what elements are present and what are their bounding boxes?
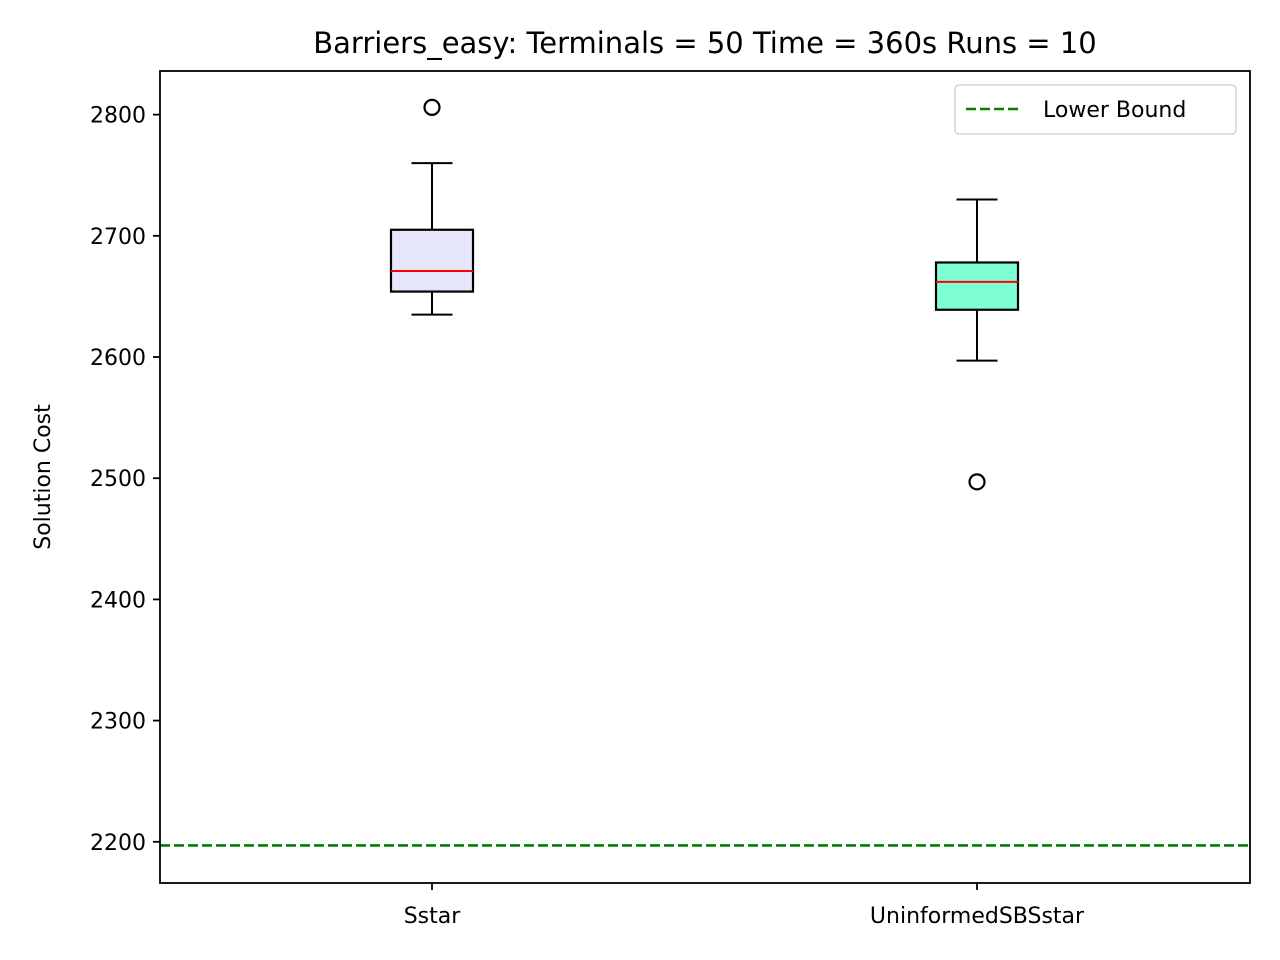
plot-frame [159,70,1251,884]
x-tick-label-1: Sstar [404,904,462,929]
y-axis-label: Solution Cost [31,404,56,550]
y-tick-label-2300: 2300 [90,710,146,735]
legend: Lower Bound [954,84,1237,135]
chart-title: Barriers_easy: Terminals = 50 Time = 360… [313,26,1096,60]
box-1-iqr-box [389,228,475,293]
x-tick-label-2: UninformedSBSstar [870,904,1085,929]
legend-lower-bound-label: Lower Bound [1043,98,1186,123]
y-tick-label-2200: 2200 [90,831,146,856]
y-tick-label-2600: 2600 [90,346,146,371]
y-tick-label-2700: 2700 [90,225,146,250]
box-2-outlier-1 [968,473,986,491]
y-tick-label-2500: 2500 [90,467,146,492]
legend-frame [954,84,1237,135]
box-1-outlier-1 [423,98,441,116]
y-tick-label-2800: 2800 [90,104,146,129]
y-tick-label-2400: 2400 [90,588,146,613]
plot-area: 2200 2300 2400 2500 2600 2700 2800 Sstar Uninfor… [90,70,1251,929]
box-2-iqr-box [934,261,1020,311]
